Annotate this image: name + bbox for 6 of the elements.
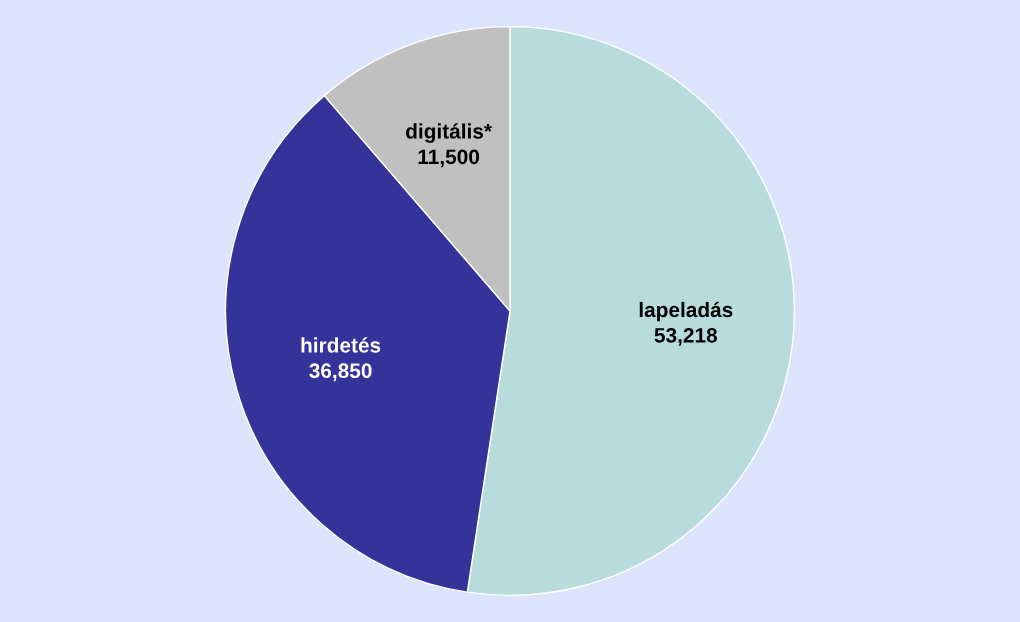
slice-label: hirdetés <box>301 337 381 353</box>
slice-label: lapeladás <box>639 301 733 322</box>
data-label: 36,850 <box>309 363 372 382</box>
data-label: 53,218 <box>654 327 718 346</box>
slice-label: digitális* <box>406 123 492 143</box>
data-label: 11,500 <box>418 149 480 168</box>
